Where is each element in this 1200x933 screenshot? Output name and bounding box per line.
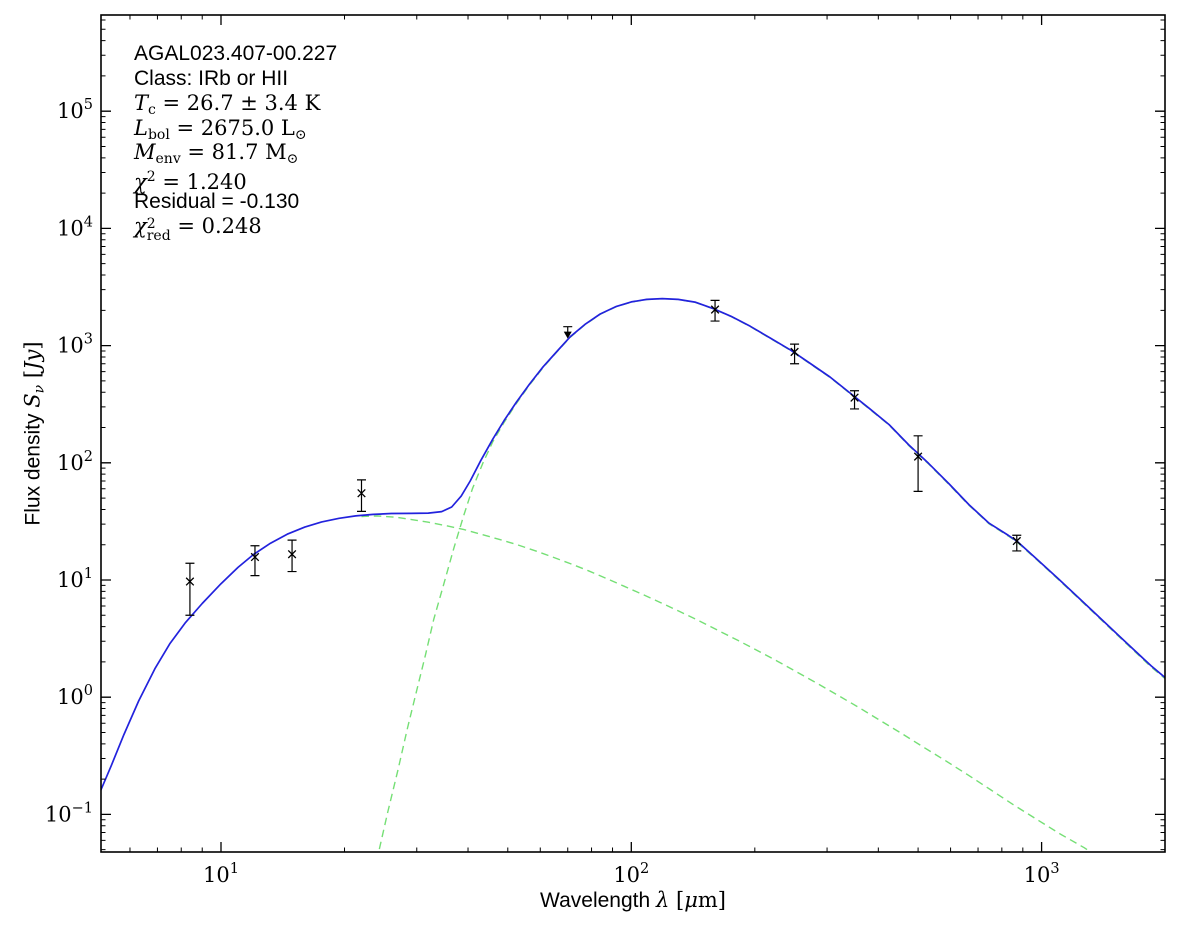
annotation-line-6: χ2 = 1.240 — [134, 168, 247, 194]
data-point-marker — [250, 552, 260, 562]
data-point-marker — [563, 331, 572, 339]
minor-ticks — [101, 15, 1165, 852]
data-point-marker — [913, 452, 923, 461]
major-ticks — [101, 15, 1165, 852]
y-tick-label: 103 — [57, 332, 93, 358]
annotation-line-2: Class: IRb or HII — [134, 66, 289, 90]
x-tick-label: 103 — [1024, 861, 1060, 887]
y-tick-label: 101 — [57, 566, 93, 592]
annotation-line-8: χ 2 red = 0.248 — [134, 214, 262, 245]
cold-component-curve — [377, 298, 1165, 852]
annotation-line-4: Lbol = 2675.0 L⊙ — [134, 115, 307, 143]
x-axis-label: Wavelength λ [μm] — [540, 888, 726, 912]
annotation-line-1: AGAL023.407-00.227 — [134, 42, 338, 65]
data-point-marker — [357, 488, 366, 498]
y-axis-label: Flux density Sν [Jy] — [20, 341, 48, 526]
plot-frame — [100, 14, 1166, 853]
data-point-marker — [850, 393, 859, 402]
annotation-block: AGAL023.407-00.227 Class: IRb or HII Tc = … — [134, 42, 338, 245]
warm-component-curve — [361, 515, 1092, 852]
y-tick-label: 104 — [57, 214, 93, 240]
y-tick-label: 102 — [57, 449, 93, 475]
data-point-marker — [1012, 536, 1022, 546]
data-point-marker — [790, 347, 799, 357]
data-point-marker — [287, 549, 297, 559]
model-total-curve — [101, 297, 1165, 792]
x-tick-label: 102 — [613, 861, 649, 887]
annotation-line-5: Menv = 81.7 M⊙ — [134, 140, 299, 168]
annotation-line-7: Residual = -0.130 — [134, 189, 300, 213]
error-bars — [185, 299, 1022, 616]
data-point-marker — [185, 577, 195, 586]
x-tick-label: 101 — [203, 861, 239, 887]
data-point-marker — [710, 305, 720, 314]
y-tick-label: 105 — [57, 97, 93, 123]
y-tick-label: 10−1 — [45, 800, 93, 826]
annotation-line-3: Tc = 26.7 ± 3.4 K — [134, 91, 321, 119]
y-tick-label: 100 — [57, 683, 93, 709]
